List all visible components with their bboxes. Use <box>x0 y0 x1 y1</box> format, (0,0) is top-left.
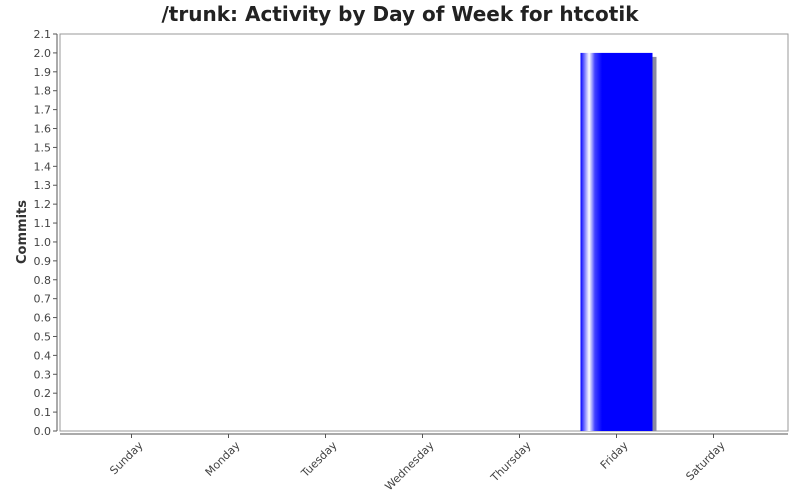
chart-title: /trunk: Activity by Day of Week for htco… <box>161 2 639 26</box>
x-tick-label: Tuesday <box>298 439 340 481</box>
x-tick-label: Monday <box>203 439 243 479</box>
y-tick-label: 0.6 <box>34 312 52 325</box>
y-tick-label: 1.7 <box>34 104 52 117</box>
y-tick-label: 1.2 <box>34 198 52 211</box>
y-tick-label: 0.2 <box>34 387 52 400</box>
y-tick-label: 0.0 <box>34 425 52 438</box>
y-tick-label: 0.3 <box>34 368 52 381</box>
bar-friday <box>580 52 653 432</box>
y-tick-label: 1.9 <box>34 66 52 79</box>
y-tick-label: 1.5 <box>34 141 52 154</box>
y-tick-label: 0.9 <box>34 255 52 268</box>
y-tick-label: 0.4 <box>34 349 52 362</box>
y-tick-label: 1.6 <box>34 123 52 136</box>
y-tick-label: 2.1 <box>34 28 52 41</box>
y-tick-label: 0.1 <box>34 406 52 419</box>
y-tick-label: 1.3 <box>34 179 52 192</box>
y-tick-label: 1.1 <box>34 217 52 230</box>
plot-area <box>59 33 789 432</box>
y-tick-label: 1.8 <box>34 85 52 98</box>
y-tick-label: 2.0 <box>34 47 52 60</box>
y-axis-ticks: 0.0 0.1 0.2 0.3 0.4 0.5 0.6 0.7 0.8 0.9 1.0 1.1 1.2 1… <box>34 28 57 438</box>
x-tick-label: Friday <box>598 439 631 472</box>
y-axis-label: Commits <box>15 200 30 264</box>
x-tick-label: Saturday <box>683 439 728 484</box>
y-tick-label: 0.7 <box>34 293 52 306</box>
y-tick-label: 1.0 <box>34 236 52 249</box>
x-tick-label: Wednesday <box>382 439 437 494</box>
x-tick-label: Sunday <box>107 439 146 478</box>
y-tick-label: 0.5 <box>34 330 52 343</box>
y-tick-label: 0.8 <box>34 274 52 287</box>
x-tick-label: Thursday <box>488 439 534 485</box>
y-tick-label: 1.4 <box>34 160 52 173</box>
bars <box>580 52 657 432</box>
x-axis-ticks: Sunday Monday Tuesday Wednesday Thursday Frid… <box>107 434 728 493</box>
